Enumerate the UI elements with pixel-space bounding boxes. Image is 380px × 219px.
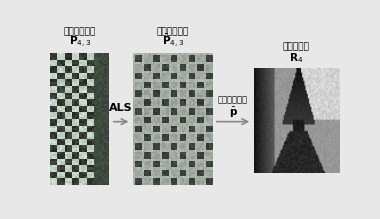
Text: 归一化和重塑: 归一化和重塑: [218, 96, 248, 105]
Text: 相对深度图: 相对深度图: [283, 42, 310, 52]
Text: $\bar{\mathbf{P}}_{4,3}$: $\bar{\mathbf{P}}_{4,3}$: [162, 33, 184, 50]
Text: ALS: ALS: [109, 103, 133, 113]
Text: 稀疏比较矩阵: 稀疏比较矩阵: [64, 27, 96, 36]
Text: 稠密比较矩阵: 稠密比较矩阵: [157, 27, 189, 36]
Text: $\bar{\mathbf{p}}$: $\bar{\mathbf{p}}$: [228, 106, 238, 120]
Text: $\mathbf{R}_{4}$: $\mathbf{R}_{4}$: [289, 51, 304, 65]
Text: $\mathbf{P}_{4,3}$: $\mathbf{P}_{4,3}$: [69, 35, 91, 50]
